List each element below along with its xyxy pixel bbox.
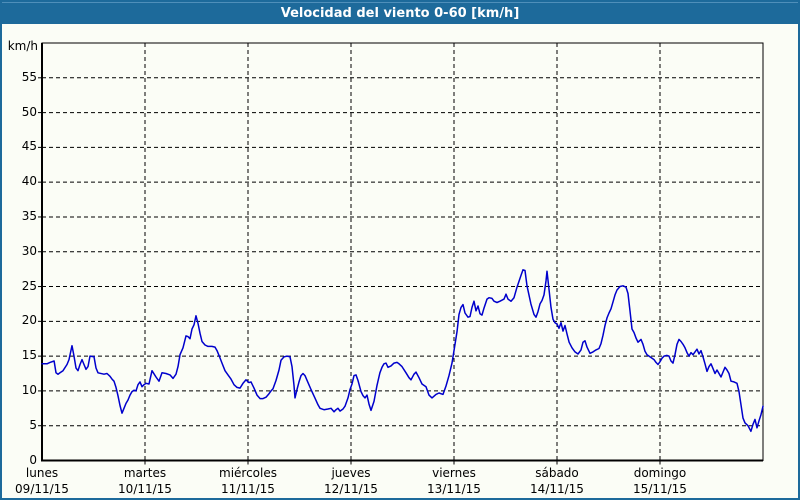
y-tick-label: 15	[21, 348, 37, 363]
chart-title: Velocidad del viento 0-60 [km/h]	[280, 6, 520, 21]
wind-speed-line	[41, 269, 764, 433]
y-tick-label: 35	[21, 208, 37, 223]
y-tick-label: 30	[21, 243, 37, 258]
x-day-label: sábado 14/11/15	[502, 465, 612, 497]
x-day-name: jueves	[331, 466, 371, 480]
x-day-name: sábado	[535, 466, 579, 480]
y-tick-label: 10	[21, 382, 37, 397]
x-day-date: 09/11/15	[15, 482, 69, 496]
x-day-date: 14/11/15	[530, 482, 584, 496]
x-day-label: viernes 13/11/15	[399, 465, 509, 497]
x-day-date: 15/11/15	[633, 482, 687, 496]
y-tick-label: 50	[21, 104, 37, 119]
y-tick-label: 40	[21, 174, 37, 189]
y-tick-label: 25	[21, 278, 37, 293]
x-day-date: 11/11/15	[221, 482, 275, 496]
x-day-label: domingo 15/11/15	[605, 465, 715, 497]
y-tick-label: 45	[21, 139, 37, 154]
x-day-date: 10/11/15	[118, 482, 172, 496]
y-tick-label: 20	[21, 313, 37, 328]
x-day-name: martes	[123, 466, 167, 480]
x-day-label: jueves 12/11/15	[296, 465, 406, 497]
x-day-label: martes 10/11/15	[90, 465, 200, 497]
title-bar: Velocidad del viento 0-60 [km/h]	[2, 2, 798, 24]
x-day-label: lunes 09/11/15	[2, 465, 97, 497]
y-axis-unit-label: km/h	[7, 39, 38, 53]
x-day-name: viernes	[432, 466, 476, 480]
y-tick-label: 5	[29, 417, 37, 432]
x-day-date: 13/11/15	[427, 482, 481, 496]
x-day-date: 12/11/15	[324, 482, 378, 496]
x-day-name: lunes	[25, 466, 59, 480]
y-tick-label: 0	[29, 452, 37, 467]
x-day-name: miércoles	[219, 466, 277, 480]
x-day-label: miércoles 11/11/15	[193, 465, 303, 497]
x-day-name: domingo	[633, 466, 687, 480]
y-tick-label: 55	[21, 69, 37, 84]
